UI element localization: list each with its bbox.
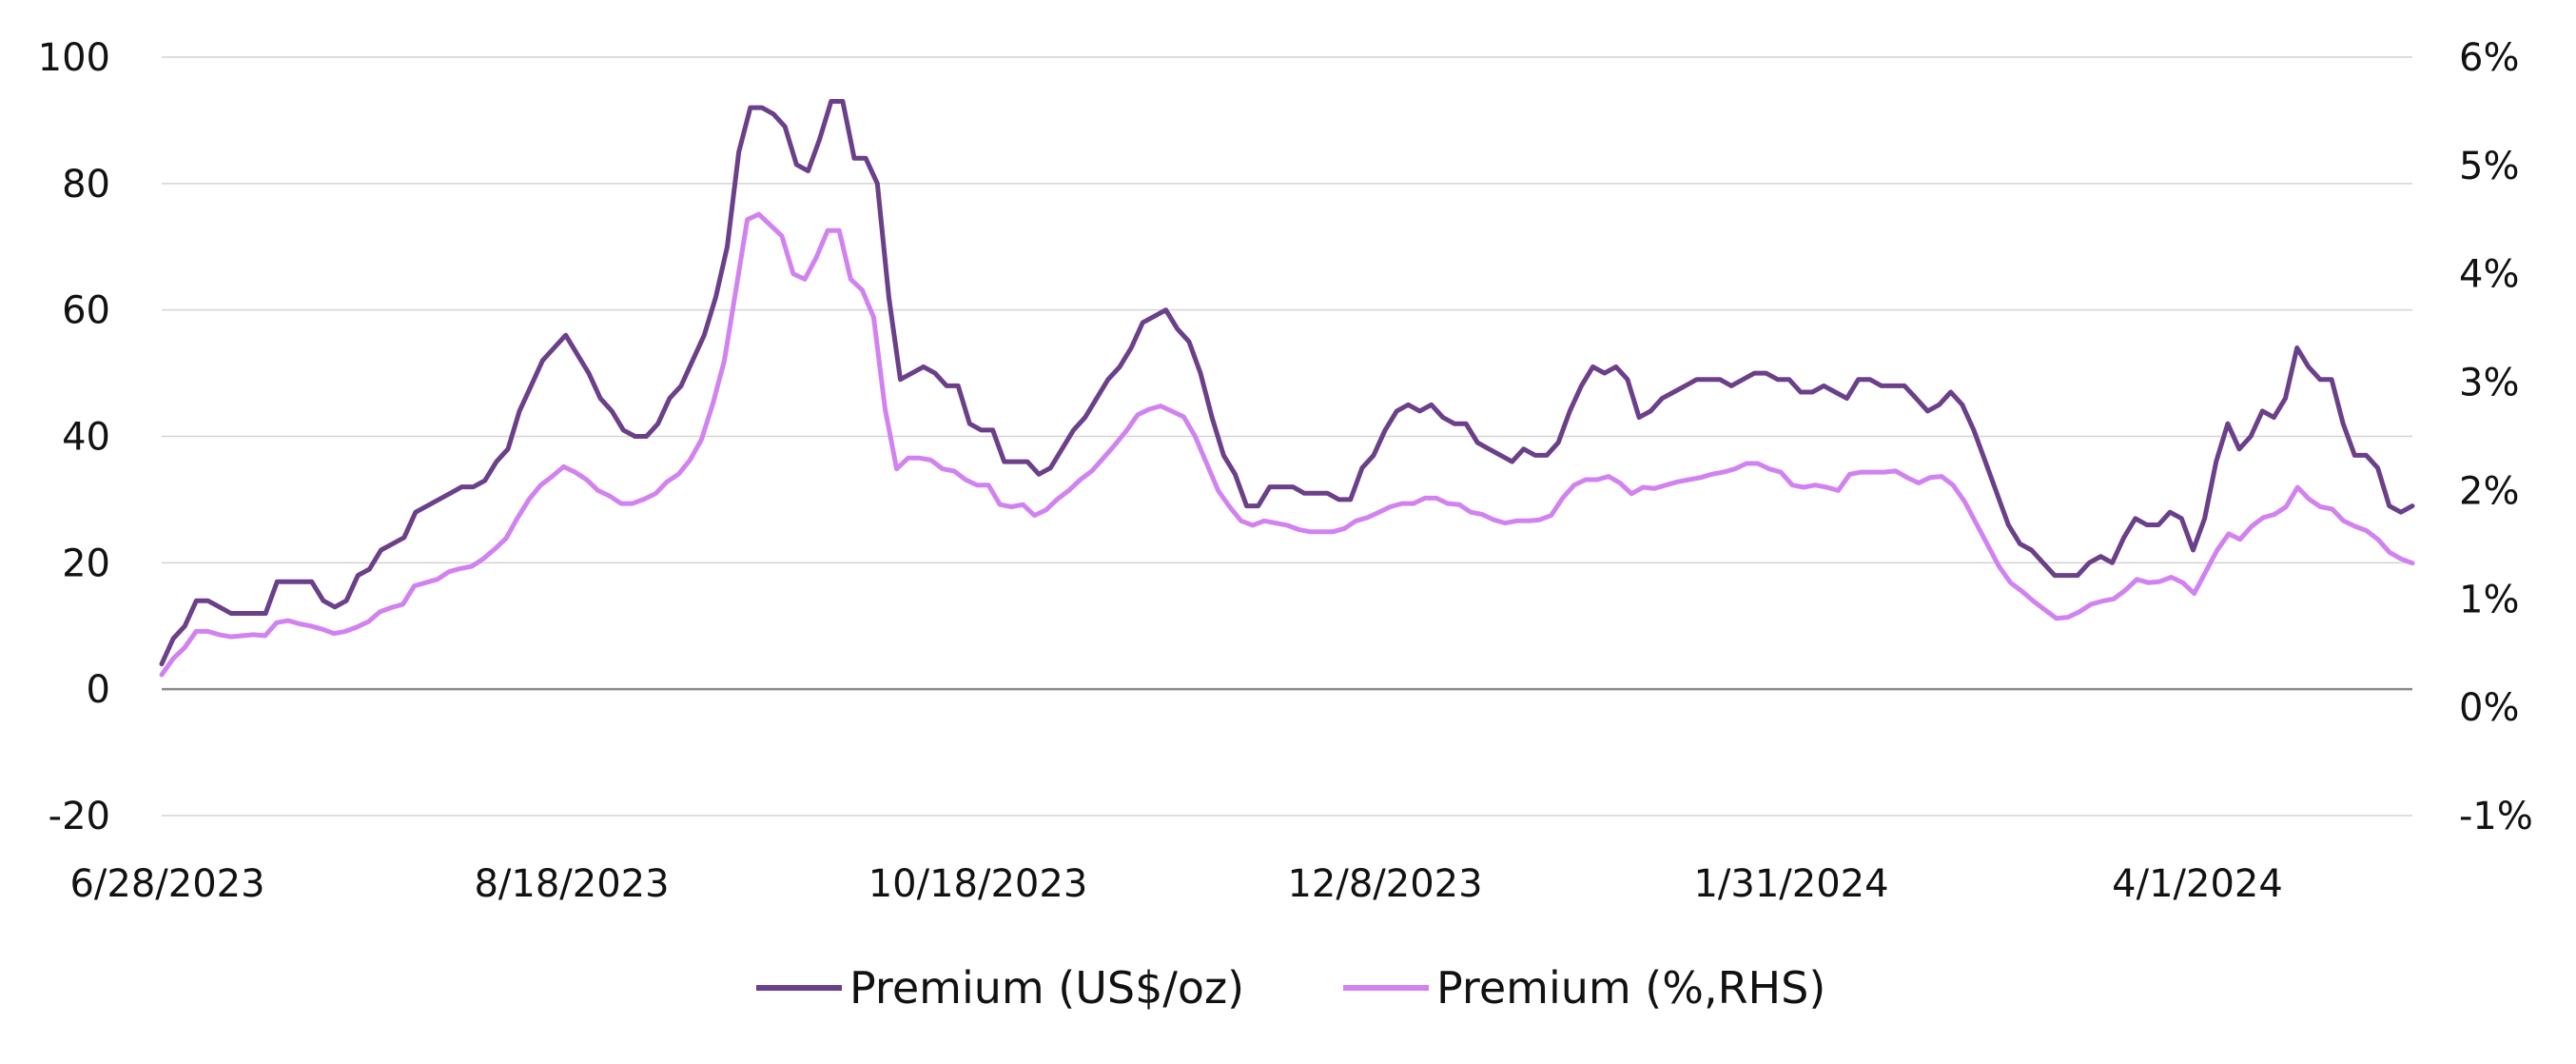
- legend-label: Premium (US$/oz): [849, 962, 1244, 1014]
- y-right-tick-label: -1%: [2459, 795, 2533, 838]
- y-left-tick-label: 60: [62, 289, 110, 333]
- left-axis: -20 0 20 40 60 80 100: [38, 36, 110, 838]
- y-right-tick-label: 5%: [2459, 145, 2519, 188]
- y-right-tick-label: 4%: [2459, 253, 2519, 297]
- y-right-tick-label: 0%: [2459, 686, 2519, 730]
- x-tick-label: 1/31/2024: [1693, 862, 1888, 906]
- x-tick-label: 6/28/2023: [69, 862, 264, 906]
- series-layer: [159, 99, 2415, 678]
- x-tick-label: 10/18/2023: [868, 862, 1088, 906]
- legend-label: Premium (%,RHS): [1436, 962, 1825, 1014]
- x-tick-label: 12/8/2023: [1287, 862, 1482, 906]
- legend: Premium (US$/oz) Premium (%,RHS): [756, 962, 1825, 1014]
- y-left-tick-label: 20: [62, 542, 110, 585]
- y-left-tick-label: 100: [38, 36, 110, 80]
- y-right-tick-label: 6%: [2459, 36, 2519, 80]
- gridlines: [162, 56, 2412, 817]
- x-tick-label: 8/18/2023: [474, 862, 669, 906]
- series-line-premium-pct: [159, 211, 2415, 678]
- x-axis: 6/28/2023 8/18/2023 10/18/2023 12/8/2023 1/3…: [69, 862, 2282, 906]
- x-tick-label: 4/1/2024: [2112, 862, 2283, 906]
- y-left-tick-label: -20: [49, 795, 110, 838]
- y-left-tick-label: 40: [62, 416, 110, 460]
- y-right-tick-label: 1%: [2459, 578, 2519, 621]
- y-left-tick-label: 0: [87, 668, 110, 712]
- right-axis: -1% 0% 1% 2% 3% 4% 5% 6%: [2459, 36, 2533, 838]
- y-left-tick-label: 80: [62, 163, 110, 207]
- y-right-tick-label: 3%: [2459, 362, 2519, 405]
- y-right-tick-label: 2%: [2459, 469, 2519, 513]
- series-line-premium-usd: [159, 99, 2415, 667]
